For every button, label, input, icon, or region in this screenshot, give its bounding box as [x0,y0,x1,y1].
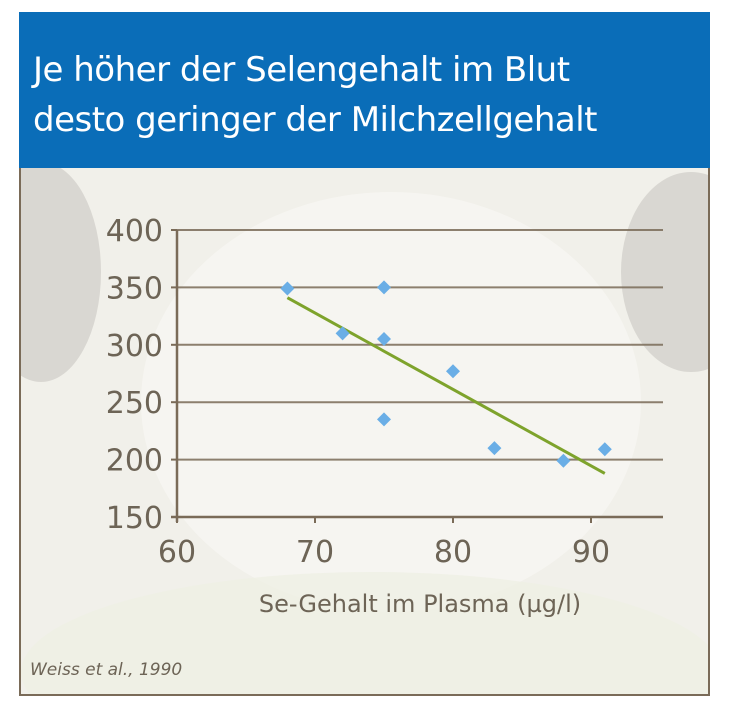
data-point-diamond [377,412,391,427]
y-tick-label: 250 [106,386,163,421]
title-line-1: Je höher der Selengehalt im Blut [33,50,570,90]
source-citation: Weiss et al., 1990 [30,660,183,680]
x-tick-label: 70 [296,535,334,570]
data-point-diamond [446,364,460,379]
data-point-diamond [487,441,502,456]
trendline [286,296,606,475]
y-tick-label: 350 [106,271,163,306]
x-tick-label: 60 [158,535,196,570]
data-point-diamond [377,280,391,295]
data-point-diamond [335,326,350,341]
data-point-diamond [556,453,571,468]
data-point-diamond [377,332,391,347]
data-point-diamond [597,442,612,457]
data-point-diamond [280,281,295,296]
y-tick-label: 200 [106,444,163,479]
y-tick-label: 400 [106,214,163,249]
x-axis-label: Se-Gehalt im Plasma (µg/l) [259,590,581,618]
y-tick-label: 150 [106,501,163,536]
x-tick-label: 80 [434,535,472,570]
title-banner: Je höher der Selengehalt im Blut desto g… [19,12,710,168]
y-tick-label: 300 [106,329,163,364]
title-line-2: desto geringer der Milchzellgehalt [33,100,598,140]
x-tick-label: 90 [572,535,610,570]
